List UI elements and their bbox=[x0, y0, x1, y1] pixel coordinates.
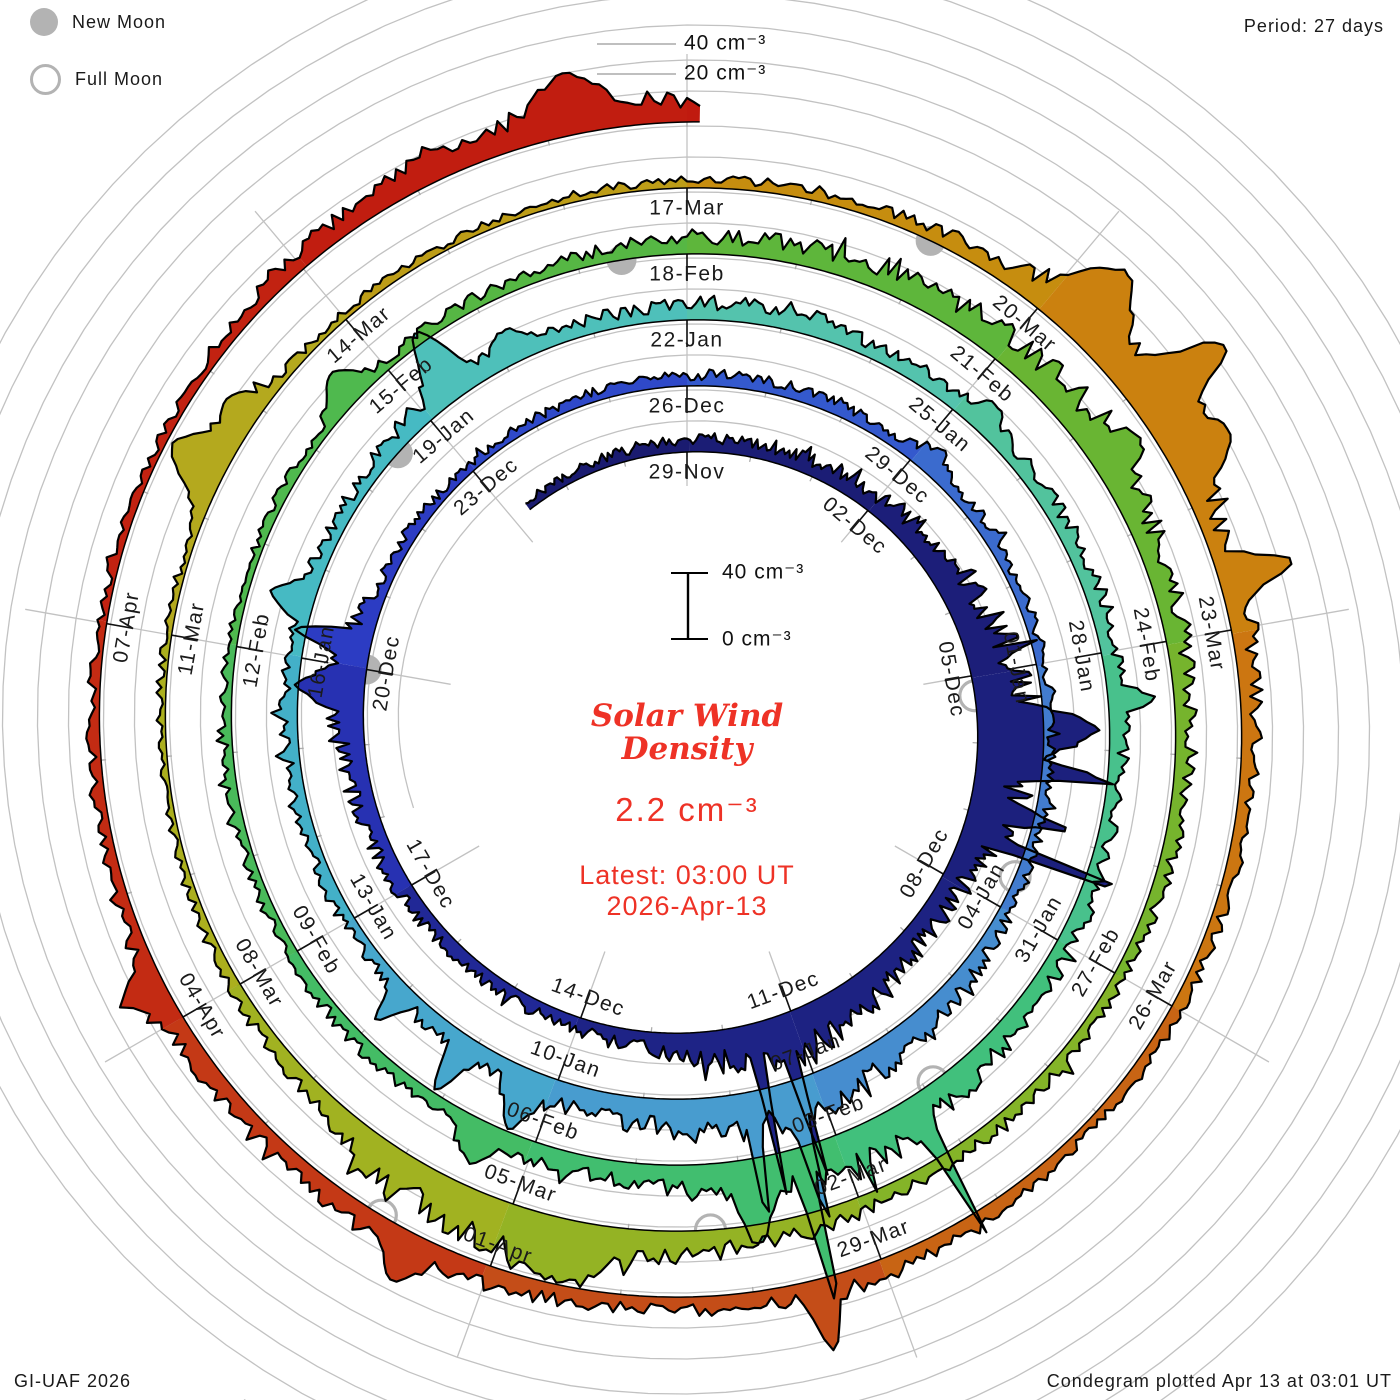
new-moon-icon bbox=[30, 8, 58, 36]
period-label: Period: 27 days bbox=[1243, 16, 1384, 36]
svg-text:20 cm⁻³: 20 cm⁻³ bbox=[684, 62, 766, 85]
plotted-label: Condegram plotted Apr 13 at 03:01 UT bbox=[1046, 1371, 1392, 1391]
svg-text:23-Dec: 23-Dec bbox=[449, 453, 523, 520]
svg-text:28-Jan: 28-Jan bbox=[1064, 618, 1099, 694]
new-moon-label: New Moon bbox=[72, 11, 167, 32]
svg-text:11-Mar: 11-Mar bbox=[174, 600, 209, 677]
svg-text:22-Jan: 22-Jan bbox=[650, 329, 723, 352]
plot-title-line1: Solar Wind bbox=[590, 698, 784, 734]
full-moon-icon bbox=[30, 64, 61, 95]
svg-text:26-Dec: 26-Dec bbox=[649, 395, 726, 418]
legend-new-moon: New Moon bbox=[30, 8, 166, 36]
svg-text:18-Feb: 18-Feb bbox=[649, 263, 725, 286]
svg-text:14-Mar: 14-Mar bbox=[322, 302, 395, 368]
legend-full-moon: Full Moon bbox=[30, 64, 163, 95]
current-density-value: 2.2 cm⁻³ bbox=[615, 791, 759, 828]
svg-text:40 cm⁻³: 40 cm⁻³ bbox=[684, 32, 766, 55]
credit-label: GI-UAF 2026 bbox=[14, 1371, 132, 1391]
svg-text:23-Mar: 23-Mar bbox=[1194, 594, 1230, 672]
svg-text:29-Nov: 29-Nov bbox=[649, 461, 726, 484]
svg-text:12-Feb: 12-Feb bbox=[238, 611, 274, 689]
svg-text:17-Mar: 17-Mar bbox=[649, 197, 725, 220]
svg-text:0 cm⁻³: 0 cm⁻³ bbox=[722, 628, 792, 651]
svg-text:24-Feb: 24-Feb bbox=[1129, 606, 1165, 684]
plot-title-line2: Density bbox=[621, 731, 753, 767]
full-moon-label: Full Moon bbox=[75, 69, 164, 89]
latest-time-label: Latest: 03:00 UT bbox=[579, 860, 795, 890]
svg-text:40 cm⁻³: 40 cm⁻³ bbox=[722, 561, 804, 584]
latest-date-label: 2026-Apr-13 bbox=[606, 891, 768, 921]
